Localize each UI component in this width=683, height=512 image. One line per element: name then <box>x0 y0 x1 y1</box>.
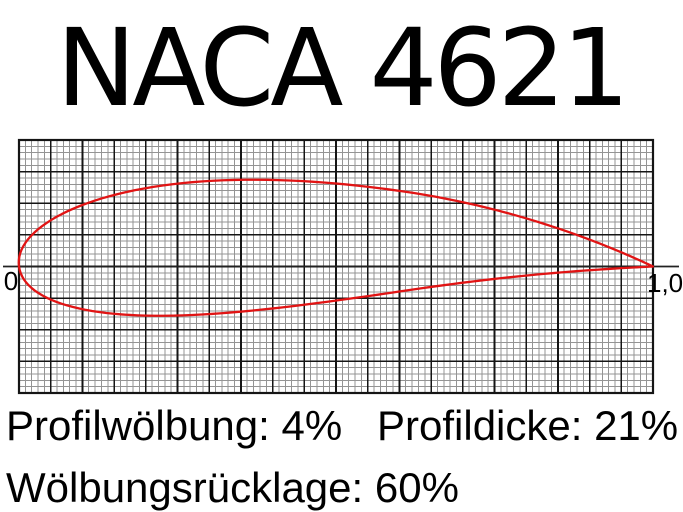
x-axis-origin-label: 0 <box>4 266 18 296</box>
airfoil-curve <box>17 178 655 317</box>
stat-camber-position: Wölbungsrücklage: 60% <box>6 464 459 511</box>
stat-camber: Profilwölbung: 4% <box>6 402 342 449</box>
figure-title: NACA 4621 <box>56 7 626 131</box>
x-axis-end-label: 1,0 <box>647 268 683 298</box>
stat-thickness: Profildicke: 21% <box>377 402 678 449</box>
